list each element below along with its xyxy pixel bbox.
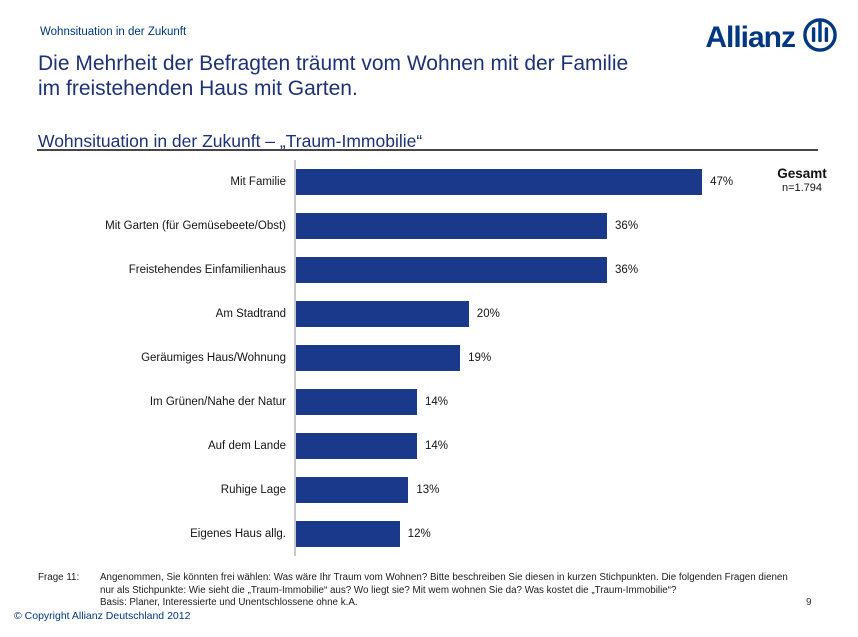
footnote-question-label: Frage 11:: [38, 572, 80, 583]
bar: [296, 389, 417, 415]
bar-track: 19%: [294, 336, 820, 380]
bar-value-label: 12%: [407, 528, 431, 540]
chart-row: Mit Garten (für Gemüsebeete/Obst) 36%: [38, 204, 820, 248]
allianz-wordmark: Allianz: [705, 20, 796, 54]
bar-category-label: Auf dem Lande: [207, 440, 286, 452]
bar-value-label: 13%: [416, 484, 440, 496]
sample-size-block: Gesamt n=1.794: [770, 166, 834, 194]
bar: [296, 301, 469, 327]
bar-value-label: 47%: [710, 176, 734, 188]
footnote-line-2: nur als Stichpunkte: Wie sieht die „Trau…: [100, 584, 677, 596]
bar-track: 36%: [294, 204, 820, 248]
page-number: 9: [806, 597, 812, 608]
slide-eyebrow: Wohnsituation in der Zukunft: [40, 26, 187, 38]
bar-category-label: Mit Familie: [230, 176, 286, 188]
bar-track: 47%: [294, 160, 820, 204]
bar-category-label: Am Stadtrand: [215, 308, 286, 320]
chart-row: Am Stadtrand 20%: [38, 292, 820, 336]
bar-category-label: Geräumiges Haus/Wohnung: [141, 352, 286, 364]
chart-row: Im Grünen/Nahe der Natur 14%: [38, 380, 820, 424]
bar: [296, 213, 608, 239]
bar: [296, 169, 703, 195]
bar-category-label: Im Grünen/Nahe der Natur: [149, 396, 286, 408]
chart-row: Freistehendes Einfamilienhaus 36%: [38, 248, 820, 292]
bar-track: 13%: [294, 468, 820, 512]
bar-value-label: 36%: [615, 220, 639, 232]
bar-category-label: Eigenes Haus allg.: [190, 528, 286, 540]
chart-row: Eigenes Haus allg. 12%: [38, 512, 820, 556]
bar-value-label: 19%: [468, 352, 492, 364]
bar: [296, 433, 417, 459]
chart-row: Ruhige Lage 13%: [38, 468, 820, 512]
chart-row: Mit Familie 47%: [38, 160, 820, 204]
slide-title: Die Mehrheit der Befragten träumt vom Wo…: [38, 51, 628, 101]
chart-section-title: Wohnsituation in der Zukunft – „Traum-Im…: [38, 131, 423, 151]
chart-row: Auf dem Lande 14%: [38, 424, 820, 468]
bar-value-label: 36%: [615, 264, 639, 276]
copyright-notice: © Copyright Allianz Deutschland 2012: [14, 610, 191, 622]
sample-group-label: Gesamt: [777, 166, 827, 181]
bar-category-label: Freistehendes Einfamilienhaus: [128, 264, 286, 276]
bar: [296, 521, 400, 547]
bar-track: 12%: [294, 512, 820, 556]
allianz-circle-icon: [802, 17, 838, 58]
bar-value-label: 14%: [424, 396, 448, 408]
allianz-logo: Allianz: [705, 17, 838, 58]
footnote-line-3: Basis: Planer, Interessierte und Unentsc…: [100, 597, 358, 608]
bar-value-label: 20%: [476, 308, 500, 320]
bar-track: 36%: [294, 248, 820, 292]
bar-track: 14%: [294, 424, 820, 468]
bar-track: 14%: [294, 380, 820, 424]
footnote-text: Angenommen, Sie könnten frei wählen: Was…: [100, 572, 788, 610]
bar-value-label: 14%: [424, 440, 448, 452]
bar-category-label: Mit Garten (für Gemüsebeete/Obst): [105, 220, 286, 232]
footnote: Frage 11: Angenommen, Sie könnten frei w…: [38, 572, 838, 610]
bar-track: 20%: [294, 292, 820, 336]
bar: [296, 345, 461, 371]
bar-category-label: Ruhige Lage: [220, 484, 286, 496]
slide-title-line-1: Die Mehrheit der Befragten träumt vom Wo…: [38, 52, 629, 75]
chart-row: Geräumiges Haus/Wohnung 19%: [38, 336, 820, 380]
bar-chart: Mit Familie 47% Mit Garten (für Gemüsebeet…: [38, 160, 820, 556]
sample-size-label: n=1.794: [781, 182, 823, 194]
slide-title-line-2: im freistehenden Haus mit Garten.: [38, 77, 358, 100]
bar: [296, 257, 608, 283]
section-divider-line: [37, 149, 818, 151]
footnote-line-1: Angenommen, Sie könnten frei wählen: Was…: [100, 572, 788, 583]
bar: [296, 477, 409, 503]
